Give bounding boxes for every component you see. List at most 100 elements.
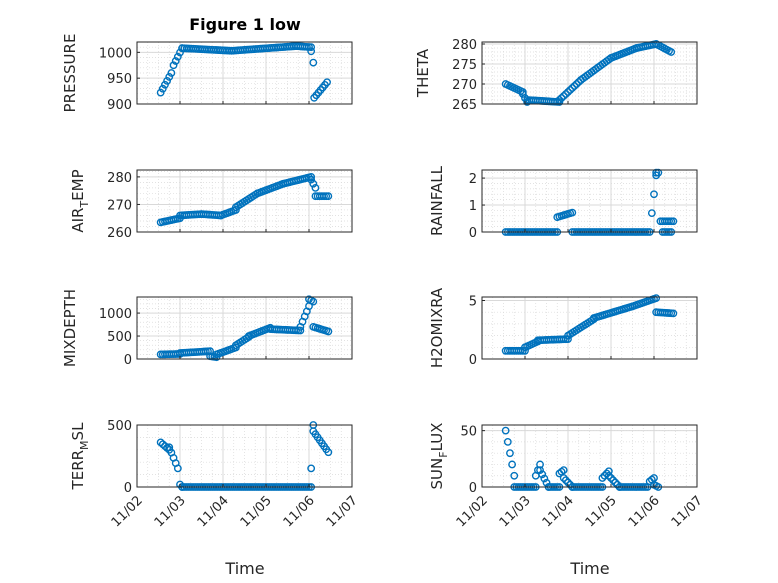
y-axis-label: PRESSURE (61, 34, 79, 113)
x-tick-label: 11/05 (238, 493, 275, 530)
y-tick-label: 950 (107, 72, 132, 87)
data-point (518, 90, 527, 98)
data-point (667, 48, 676, 56)
data-point (570, 82, 579, 90)
y-tick-label: 5 (469, 295, 477, 310)
data-point (555, 96, 564, 104)
panel-h2omixra: 0 5 H2OMIXRA (428, 287, 698, 368)
data-point (324, 192, 333, 201)
x-tick-label: 11/06 (281, 493, 318, 530)
y-tick-label: 1000 (99, 307, 132, 322)
y-axis-label: TERRMSL (69, 422, 91, 491)
data-point (296, 326, 305, 335)
y-tick-label: 280 (107, 171, 132, 186)
data-point (542, 478, 551, 487)
data-point (161, 80, 169, 89)
panel-pressure: 900 950 1000 PRESSURE (61, 34, 353, 113)
data-point (654, 168, 663, 177)
y-tick-label: 270 (107, 198, 132, 213)
x-tick-label: 11/02 (454, 493, 491, 530)
series-air_temp (156, 172, 333, 227)
y-tick-label: 275 (452, 58, 477, 73)
x-tick-label: 11/03 (497, 493, 534, 530)
data-point (598, 474, 607, 482)
x-tick-label: 11/04 (195, 493, 232, 530)
y-axis-label: RAINFALL (428, 165, 446, 236)
data-point (572, 80, 581, 88)
data-point (557, 94, 566, 102)
x-tick-label: 11/02 (109, 493, 146, 530)
data-point (604, 471, 613, 480)
y-axis-label: MIXDEPTH (61, 289, 79, 367)
y-tick-label: 270 (452, 78, 477, 93)
x-label-left: Time (224, 559, 264, 578)
data-point (169, 61, 178, 70)
data-point (510, 471, 519, 480)
axes-frame (481, 169, 698, 233)
y-tick-label: 500 (107, 419, 132, 434)
data-point (307, 464, 316, 473)
y-tick-label: 0 (469, 226, 477, 241)
data-point (309, 58, 318, 67)
data-point (307, 172, 316, 181)
y-tick-label: 900 (107, 98, 132, 113)
series-h2omixra (501, 294, 678, 355)
y-axis-label: AIRTEMP (69, 169, 91, 232)
y-tick-label: 2 (469, 172, 477, 187)
data-point (508, 460, 516, 469)
data-point (506, 449, 514, 458)
data-point (176, 48, 184, 57)
y-tick-label: 1000 (99, 46, 132, 61)
data-point (324, 448, 333, 457)
axes-frame (481, 296, 698, 360)
figure-title: Figure 1 low (189, 15, 301, 34)
y-tick-label: 265 (452, 98, 477, 113)
x-tick-label: 11/07 (324, 493, 361, 530)
x-tick-label: 11/07 (669, 493, 706, 530)
data-point (323, 78, 331, 87)
y-tick-label: 0 (124, 353, 132, 368)
data-point (231, 206, 240, 214)
data-point (307, 175, 316, 184)
data-point (163, 76, 172, 85)
data-point (173, 52, 182, 61)
data-point (536, 466, 544, 474)
data-point (602, 469, 611, 478)
data-point (307, 43, 316, 52)
y-tick-label: 500 (107, 330, 132, 345)
data-point (613, 480, 622, 489)
data-point (503, 438, 512, 446)
data-point (536, 460, 544, 469)
data-point (566, 86, 575, 94)
data-point (650, 190, 658, 199)
panel-mixdepth: 0 500 1000 MIXDEPTH (61, 289, 353, 368)
data-point (540, 474, 549, 483)
data-point (568, 208, 577, 217)
axes-frame (481, 41, 698, 105)
y-axis-label: SUNFLUX (428, 423, 450, 490)
data-point (564, 88, 572, 96)
y-axis-label: H2OMIXRA (428, 287, 446, 368)
data-point (652, 294, 661, 303)
data-point (669, 217, 678, 226)
data-point (561, 90, 570, 98)
data-point (611, 478, 620, 487)
data-point (604, 467, 613, 476)
y-tick-label: 0 (469, 353, 477, 368)
panel-theta: 265 270 275 280 THETA (414, 38, 698, 113)
y-tick-label: 280 (452, 38, 477, 53)
series-mixdepth (156, 295, 333, 362)
x-tick-label: 11/06 (626, 493, 663, 530)
data-point (566, 480, 575, 489)
data-point (311, 184, 320, 192)
axes-frame (136, 169, 353, 233)
axes-frame (136, 41, 353, 105)
data-point (559, 92, 568, 100)
data-point (167, 69, 176, 77)
data-point (165, 73, 174, 81)
data-point (324, 327, 333, 336)
data-point (309, 179, 318, 188)
data-point (647, 209, 656, 218)
